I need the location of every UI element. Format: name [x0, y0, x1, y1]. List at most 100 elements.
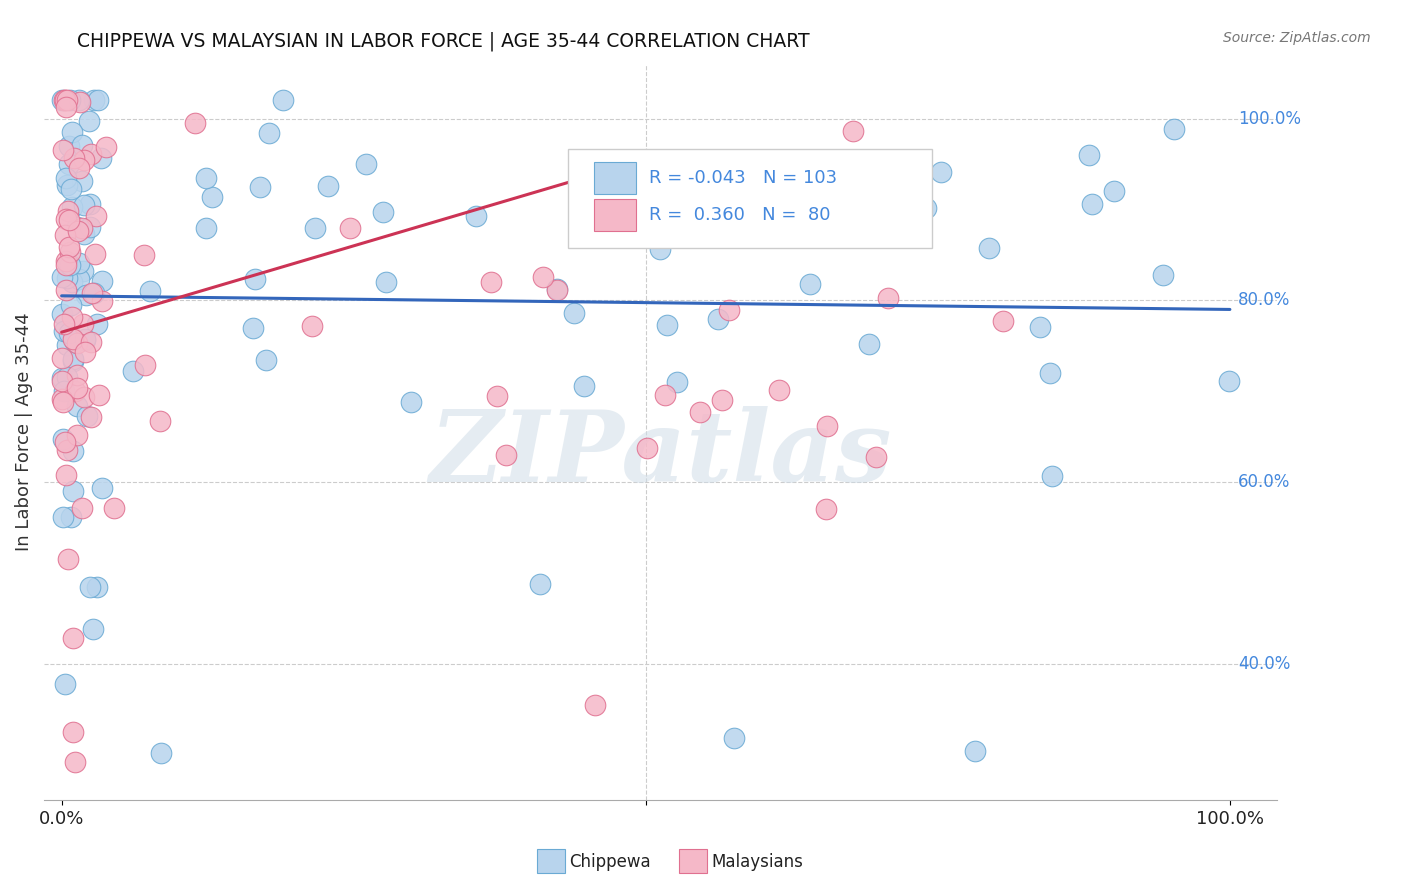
Point: [62, 484, 84, 499]
Point: [79, 113, 101, 128]
Text: Chippewa: Chippewa: [569, 853, 651, 871]
Point: [59, 94, 82, 108]
Point: [1040, 468, 1063, 483]
Point: [80, 334, 103, 349]
Text: 40.0%: 40.0%: [1239, 655, 1291, 673]
Point: [562, 306, 585, 320]
Point: [91, 274, 114, 288]
Point: [1029, 319, 1052, 334]
Point: [711, 393, 734, 408]
Point: [73, 344, 96, 359]
Point: [72, 501, 94, 516]
Point: [89, 388, 111, 402]
Point: [66, 399, 89, 413]
Point: [70, 137, 93, 152]
Point: [66, 335, 89, 350]
Point: [53, 324, 76, 338]
Point: [73, 227, 96, 241]
Point: [254, 352, 277, 367]
Point: [67, 94, 90, 108]
Point: [1039, 366, 1062, 380]
Point: [66, 224, 89, 238]
Point: [686, 215, 709, 229]
Text: 60.0%: 60.0%: [1239, 473, 1291, 491]
Point: [58, 256, 80, 270]
Point: [546, 282, 568, 296]
Text: ZIPatlas: ZIPatlas: [429, 406, 891, 502]
Point: [56, 370, 79, 384]
Point: [657, 318, 679, 332]
Point: [201, 190, 224, 204]
Point: [654, 387, 676, 401]
Text: Malaysians: Malaysians: [711, 853, 803, 871]
Text: Source: ZipAtlas.com: Source: ZipAtlas.com: [1223, 31, 1371, 45]
Point: [55, 468, 77, 483]
Point: [184, 116, 207, 130]
Point: [485, 389, 508, 403]
Point: [66, 368, 89, 383]
Point: [257, 126, 280, 140]
Point: [58, 213, 80, 227]
Point: [929, 165, 952, 179]
FancyBboxPatch shape: [568, 149, 932, 248]
Point: [83, 94, 105, 108]
Point: [52, 395, 75, 409]
Point: [249, 180, 271, 194]
Point: [977, 240, 1000, 254]
Point: [90, 481, 112, 495]
Point: [58, 138, 80, 153]
Point: [59, 298, 82, 312]
Point: [531, 270, 554, 285]
Point: [56, 204, 79, 219]
Point: [612, 227, 634, 241]
Point: [55, 283, 77, 297]
Point: [55, 258, 77, 272]
Point: [479, 276, 502, 290]
Point: [876, 291, 898, 305]
Point: [72, 317, 94, 331]
Point: [58, 240, 80, 254]
Point: [70, 174, 93, 188]
Point: [139, 284, 162, 298]
Point: [149, 414, 172, 428]
Point: [1078, 148, 1101, 162]
Point: [73, 390, 96, 404]
Point: [768, 383, 790, 397]
Point: [195, 171, 218, 186]
Point: [73, 153, 96, 168]
Point: [991, 313, 1014, 327]
Point: [67, 271, 90, 285]
Point: [242, 321, 264, 335]
Point: [58, 326, 80, 340]
Point: [63, 335, 86, 350]
Point: [62, 444, 84, 458]
Point: [53, 228, 76, 243]
Text: R =  0.360   N =  80: R = 0.360 N = 80: [650, 206, 831, 224]
Point: [134, 358, 156, 372]
Point: [689, 405, 711, 419]
Point: [73, 197, 96, 211]
Point: [194, 220, 217, 235]
Point: [52, 432, 75, 446]
Point: [87, 94, 110, 108]
Point: [60, 310, 83, 325]
Point: [1081, 197, 1104, 211]
Point: [66, 219, 89, 234]
Point: [52, 317, 75, 331]
Point: [80, 286, 103, 301]
Point: [79, 580, 101, 594]
Point: [55, 100, 77, 114]
Point: [55, 254, 77, 268]
Point: [56, 94, 79, 108]
Point: [636, 441, 658, 455]
Point: [60, 510, 83, 524]
Point: [52, 384, 75, 398]
Point: [94, 140, 117, 154]
Point: [529, 577, 551, 591]
Point: [83, 286, 105, 301]
Point: [63, 755, 86, 769]
Point: [72, 264, 94, 278]
Point: [62, 354, 84, 368]
Point: [62, 332, 84, 346]
Point: [858, 336, 880, 351]
